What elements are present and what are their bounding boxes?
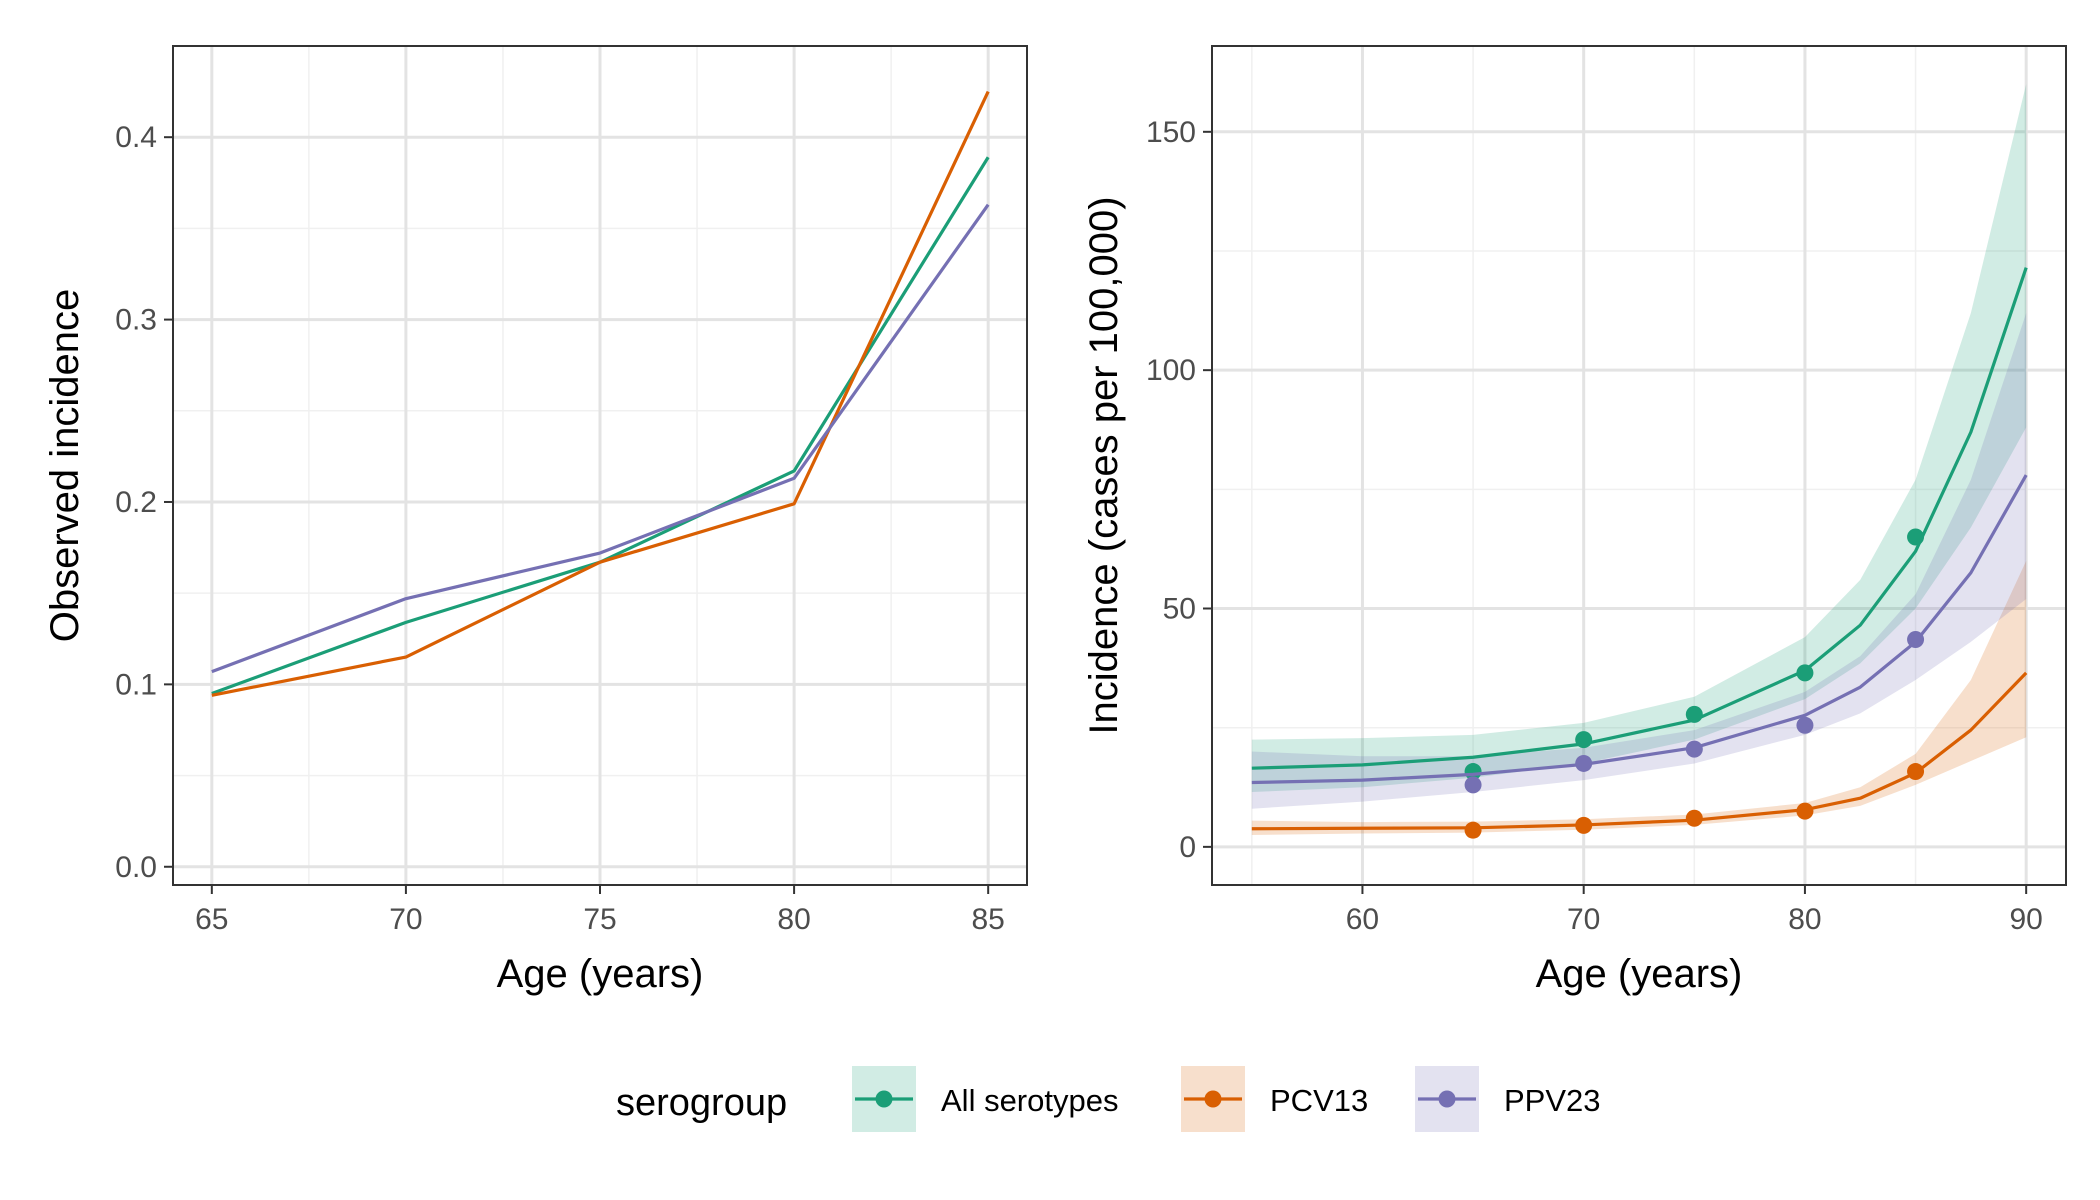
left-panel-chart: 65 70 75 80 85 0.0 0.1 0.2 0.3 0.4 Age (years) Obse…	[43, 45, 1028, 996]
chart1-grid	[173, 45, 1027, 885]
legend-title: serogroup	[616, 1082, 787, 1124]
legend-item-pcv13: PCV13	[1181, 1066, 1368, 1132]
chart1-x-tick-label: 70	[389, 903, 422, 936]
right-panel-chart: 60 70 80 90 0 50 100 150 Age (years) Incidence (c…	[1082, 45, 2067, 996]
chart2-line-all-serotypes	[1251, 267, 2028, 770]
chart2-point-ppv23	[1575, 754, 1593, 772]
chart1-x-axis-title: Age (years)	[497, 952, 704, 996]
chart1-line-ppv23	[211, 203, 990, 674]
chart1-x-tick-label: 75	[583, 903, 616, 936]
chart2-x-axis-title: Age (years)	[1536, 952, 1743, 996]
chart1-x-tick-label: 80	[777, 903, 810, 936]
chart2-point-all-serotypes	[1796, 664, 1814, 682]
chart2-point-all-serotypes	[1575, 731, 1593, 749]
chart2-point-ppv23	[1464, 776, 1482, 794]
chart2-point-all-serotypes	[1685, 705, 1703, 723]
chart2-x-tick-label: 60	[1346, 903, 1379, 936]
chart2-point-pcv13	[1796, 802, 1814, 820]
chart1-x-tick-label: 65	[195, 903, 228, 936]
chart2-axes: 60 70 80 90 0 50 100 150	[1146, 116, 2043, 936]
chart1-axes: 65 70 75 80 85 0.0 0.1 0.2 0.3 0.4	[115, 121, 1005, 936]
legend-item-ppv23: PPV23	[1415, 1066, 1601, 1132]
chart2-ribbon-ppv23	[1251, 312, 2027, 809]
chart1-y-axis-title: Observed incidence	[43, 289, 87, 643]
chart1-y-tick-label: 0.2	[115, 486, 157, 519]
chart2-y-axis-title: Incidence (cases per 100,000)	[1082, 196, 1126, 734]
chart1-y-tick-label: 0.1	[115, 668, 157, 701]
chart2-plot-area	[1251, 84, 2028, 839]
chart2-point-pcv13	[1685, 809, 1703, 827]
chart2-x-tick-label: 80	[1788, 903, 1821, 936]
chart2-y-tick-label: 150	[1146, 116, 1196, 149]
chart2-point-ppv23	[1685, 740, 1703, 758]
chart2-point-pcv13	[1575, 816, 1593, 834]
legend-key-point	[1204, 1090, 1222, 1108]
chart2-y-tick-label: 50	[1163, 593, 1196, 626]
legend-label: PCV13	[1270, 1083, 1368, 1118]
chart2-x-tick-label: 70	[1567, 903, 1600, 936]
legend-key-point	[875, 1090, 893, 1108]
legend-item-all-serotypes: All serotypes	[852, 1066, 1118, 1132]
chart1-y-tick-label: 0.0	[115, 851, 157, 884]
chart2-grid	[1212, 46, 2066, 885]
chart2-y-tick-label: 100	[1146, 354, 1196, 387]
chart2-y-tick-label: 0	[1179, 831, 1196, 864]
chart1-y-tick-label: 0.4	[115, 121, 157, 154]
chart2-point-pcv13	[1464, 821, 1482, 839]
chart2-panel-border	[1211, 45, 2067, 886]
chart1-plot-area	[211, 90, 990, 697]
legend-key-point	[1438, 1090, 1456, 1108]
legend-label: All serotypes	[941, 1083, 1118, 1118]
chart2-point-ppv23	[1907, 630, 1925, 648]
chart1-x-tick-label: 85	[971, 903, 1004, 936]
chart2-x-tick-label: 90	[2009, 903, 2042, 936]
chart2-line-ppv23	[1251, 474, 2028, 785]
chart2-point-ppv23	[1796, 716, 1814, 734]
chart2-line-pcv13	[1251, 671, 2028, 831]
chart1-y-tick-label: 0.3	[115, 304, 157, 337]
chart2-point-all-serotypes	[1907, 528, 1925, 546]
chart2-point-pcv13	[1907, 763, 1925, 781]
legend-label: PPV23	[1504, 1083, 1601, 1118]
legend: serogroup All serotypes PCV13 PPV23	[616, 1066, 1601, 1132]
legend-items: All serotypes PCV13 PPV23	[852, 1066, 1601, 1132]
chart1-line-pcv13	[211, 90, 990, 697]
chart2-ribbon-all-serotypes	[1251, 84, 2027, 793]
